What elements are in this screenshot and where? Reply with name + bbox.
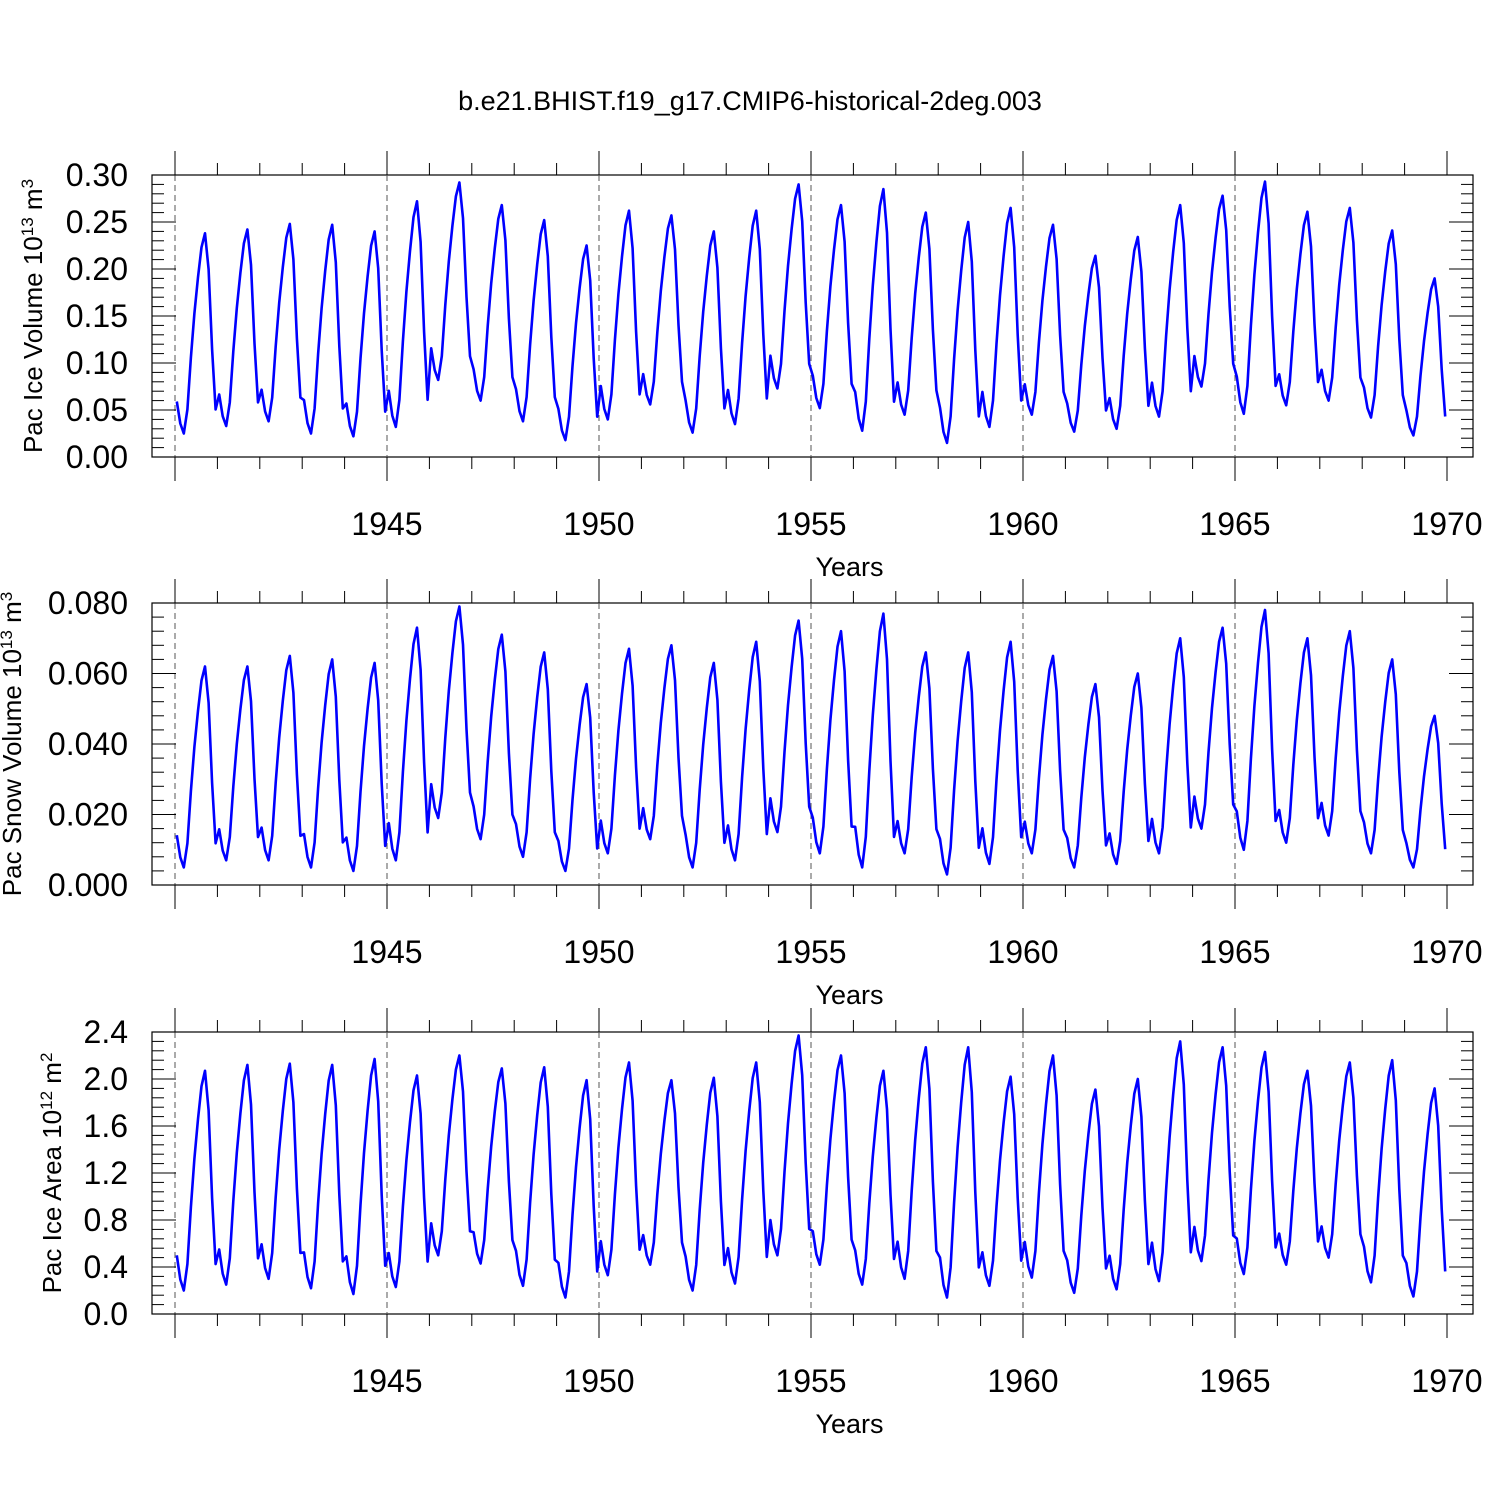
x-tick-label: 1965 [1199,1363,1270,1399]
series-line [175,180,1447,445]
plot-frame [151,174,1474,458]
x-tick-label: 1960 [987,934,1058,970]
x-tick-label: 1950 [563,934,634,970]
y-axis-label-exp: 13 [18,217,37,236]
y-axis-label: Pac Ice Volume 1013 m3 [18,179,49,453]
y-tick-label: 0.0 [84,1296,128,1332]
x-tick-label: 1960 [987,506,1058,542]
x-tick-label: 1945 [351,506,422,542]
y-tick-label: 2.0 [84,1061,128,1097]
y-axis-label-base: Pac Snow Volume 10 [0,649,27,896]
x-axis-label: Years [815,980,883,1010]
plot-frame [151,1031,1474,1315]
y-axis-label: Pac Ice Area 1012 m2 [37,1053,68,1294]
x-tick-label: 1970 [1411,1363,1482,1399]
y-axis-label-exp: 13 [0,630,16,649]
y-tick-label: 0.020 [48,797,128,833]
y-axis-label-unit: m [18,188,48,217]
x-tick-label: 1960 [987,1363,1058,1399]
x-tick-label: 1970 [1411,506,1482,542]
y-axis-label: Pac Snow Volume 1013 m3 [0,592,27,896]
y-tick-label: 0.00 [66,439,128,475]
x-tick-label: 1955 [775,1363,846,1399]
y-tick-label: 0.060 [48,656,128,692]
x-tick-label: 1945 [351,934,422,970]
y-axis-label-unit-exp: 3 [18,179,37,188]
x-tick-label: 1945 [351,1363,422,1399]
figure-title: b.e21.BHIST.f19_g17.CMIP6-historical-2de… [458,86,1042,116]
y-tick-label: 1.2 [84,1155,128,1191]
y-axis-label-unit: m [0,601,27,630]
y-axis-label-base: Pac Ice Volume 10 [18,236,48,453]
y-tick-label: 0.8 [84,1202,128,1238]
y-tick-label: 0.25 [66,204,128,240]
x-tick-label: 1950 [563,1363,634,1399]
y-axis-label-unit: m [37,1062,67,1091]
panel-snow-volume: 1945 1950 1955 1960 1965 1970 Years 0.000 0.020 0… [0,579,1483,1010]
y-tick-label: 1.6 [84,1108,128,1144]
y-tick-label: 2.4 [84,1014,128,1050]
x-tick-label: 1955 [775,934,846,970]
plot-frame [151,602,1474,886]
x-tick-label: 1950 [563,506,634,542]
x-axis-label: Years [815,552,883,582]
y-tick-label: 0.040 [48,726,128,762]
y-tick-label: 0.15 [66,298,128,334]
panel-ice-volume: 1945 1950 1955 1960 1965 1970 Years 0.00 0.05 0.1… [18,151,1483,582]
panel-ice-area: 1945 1950 1955 1960 1965 1970 Years 0.0 0.4 0.8 1.… [37,1008,1483,1439]
x-tick-label: 1970 [1411,934,1482,970]
y-tick-label: 0.4 [84,1249,128,1285]
y-axis-label-unit-exp: 2 [37,1053,56,1062]
y-tick-label: 0.20 [66,251,128,287]
y-tick-label: 0.30 [66,157,128,193]
y-axis-label-exp: 12 [37,1091,56,1110]
x-axis-label: Years [815,1409,883,1439]
x-tick-label: 1955 [775,506,846,542]
y-tick-label: 0.10 [66,345,128,381]
y-tick-label: 0.080 [48,585,128,621]
x-tick-label: 1965 [1199,934,1270,970]
series-line [175,605,1447,876]
y-tick-label: 0.05 [66,392,128,428]
series-line [175,1034,1447,1299]
x-tick-label: 1965 [1199,506,1270,542]
y-tick-label: 0.000 [48,867,128,903]
y-axis-label-unit-exp: 3 [0,592,16,601]
y-axis-label-base: Pac Ice Area 10 [37,1110,67,1294]
